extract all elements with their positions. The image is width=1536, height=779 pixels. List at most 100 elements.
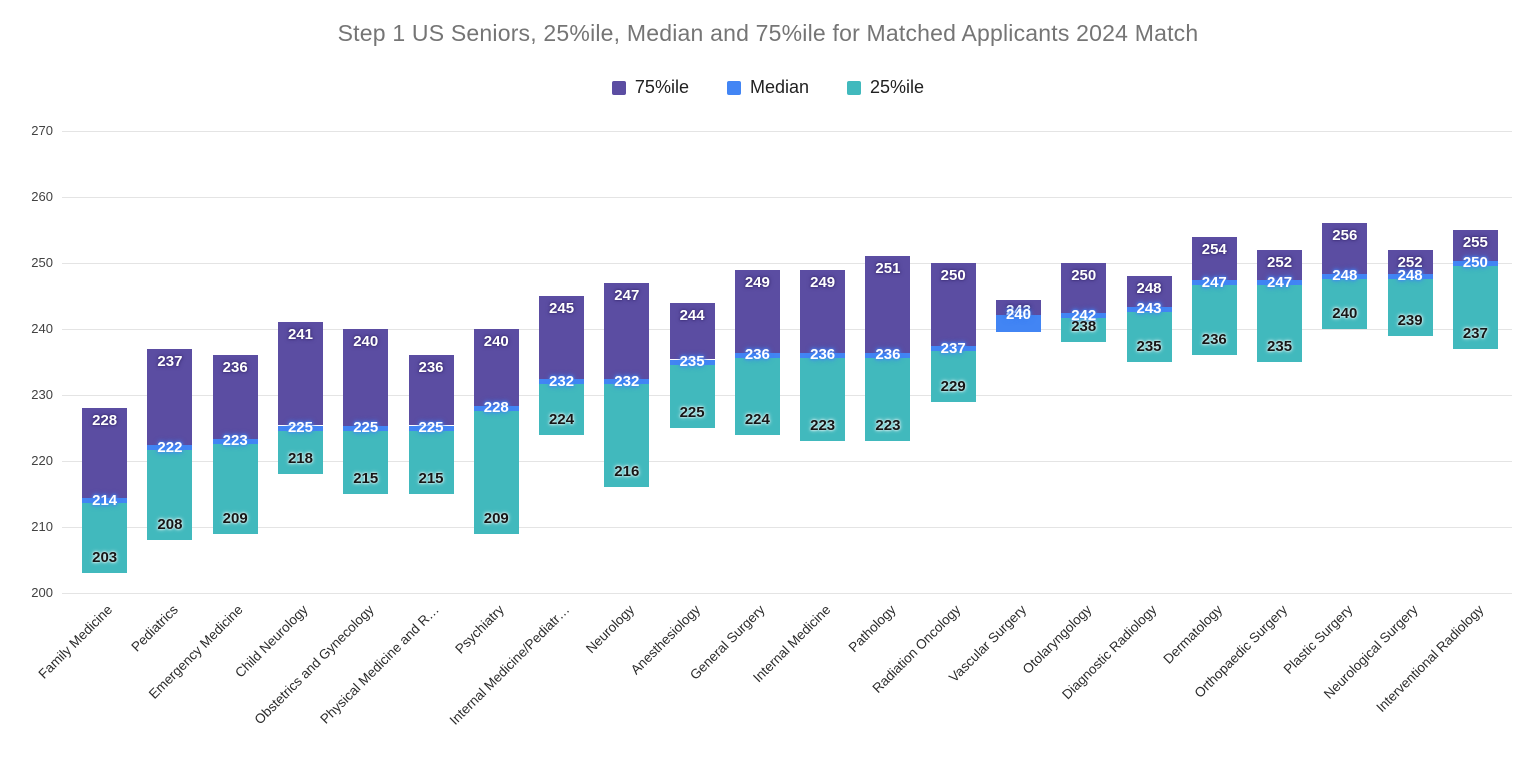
bar-group-family-medicine[interactable]: 228 214 203 — [82, 131, 128, 593]
bar-25ile-label: 218 — [287, 450, 313, 468]
gridline-260 — [62, 196, 1512, 198]
bar-median-segment — [865, 352, 911, 358]
bar-25ile-label: 224 — [549, 410, 575, 428]
bar-75ile-label: 241 — [287, 326, 313, 344]
bar-median-segment — [1191, 280, 1237, 286]
legend-label: Median — [749, 77, 810, 97]
legend-swatch-icon — [847, 80, 862, 95]
bar-group-physical-medicine-and-r-[interactable]: 236 225 215 — [408, 131, 454, 593]
x-axis-label: Neurology — [583, 602, 638, 657]
bar-75ile-label: 247 — [614, 286, 640, 304]
bar-median-label: 235 — [679, 353, 705, 370]
bar-median-label: 242 — [1071, 306, 1097, 324]
bar-group-plastic-surgery[interactable]: 256 248 240 — [1322, 131, 1368, 593]
bar-group-neurology[interactable]: 247 232 216 — [604, 131, 650, 593]
bar-group-obstetrics-and-gynecology[interactable]: 240 225 215 — [343, 131, 389, 593]
bar-group-otolaryngology[interactable]: 250 242 238 — [1061, 131, 1107, 593]
bar-median-label: 228 — [483, 399, 509, 417]
y-axis-label-200: 200 — [31, 585, 53, 600]
x-axis-label: Family Medicine — [35, 602, 116, 682]
bar-25ile-label: 225 — [679, 404, 705, 421]
bar-group-general-surgery[interactable]: 249 236 224 — [734, 131, 780, 593]
bar-75ile-segment — [1387, 249, 1433, 274]
bar-25ile-label: 215 — [353, 470, 379, 487]
bar-75ile-label: 249 — [744, 273, 770, 291]
bar-25ile-segment — [800, 357, 846, 442]
bar-75ile-label: 254 — [1201, 240, 1227, 258]
bar-group-internal-medicine-pediatr-[interactable]: 245 232 224 — [539, 131, 585, 593]
bar-median-label: 214 — [92, 491, 118, 509]
bar-25ile-label: 209 — [483, 509, 509, 527]
bar-75ile-segment — [212, 355, 258, 439]
bar-75ile-segment — [82, 408, 128, 499]
bar-group-psychiatry[interactable]: 240 228 209 — [473, 131, 519, 593]
bar-group-child-neurology[interactable]: 241 225 218 — [277, 131, 323, 593]
bar-25ile-label: 203 — [92, 549, 118, 567]
bar-median-label: 247 — [1267, 273, 1293, 291]
bar-group-pediatrics[interactable]: 237 222 208 — [147, 131, 193, 593]
bar-75ile-segment — [539, 296, 585, 380]
bar-group-vascular-surgery[interactable]: 243 240 — [995, 131, 1041, 593]
bar-group-orthopaedic-surgery[interactable]: 252 247 235 — [1257, 131, 1303, 593]
bar-75ile-label: 244 — [679, 306, 705, 324]
legend-item-75-ile: 75%ile — [611, 77, 689, 98]
bar-median-segment — [539, 379, 585, 385]
bar-75ile-label: 243 — [1005, 302, 1031, 320]
bar-25ile-label: 208 — [157, 516, 183, 534]
gridline-250 — [62, 262, 1512, 264]
legend: 75%ile Median 25%ile — [0, 77, 1536, 98]
bar-median-label: 236 — [875, 346, 901, 364]
bar-median-label: 232 — [614, 372, 640, 390]
bar-median-segment — [82, 498, 128, 504]
bar-median-label: 237 — [940, 339, 966, 357]
bar-75ile-segment — [604, 282, 650, 380]
bar-median-label: 250 — [1462, 254, 1488, 271]
x-axis-label: Internal Medicine/Pediatr… — [446, 602, 573, 728]
bar-75ile-segment — [995, 300, 1041, 316]
x-axis-label: Pathology — [845, 602, 899, 656]
bar-median-segment — [1322, 273, 1368, 279]
bar-group-dermatology[interactable]: 254 247 236 — [1191, 131, 1237, 593]
bar-median-segment — [1061, 313, 1107, 319]
y-axis-label-210: 210 — [31, 519, 53, 534]
bar-25ile-label: 216 — [614, 463, 640, 481]
bar-median-label: 240 — [1005, 306, 1031, 324]
bar-median-segment — [277, 425, 323, 431]
bar-median-label: 247 — [1201, 273, 1227, 291]
bar-group-internal-medicine[interactable]: 249 236 223 — [800, 131, 846, 593]
bar-25ile-segment — [1191, 285, 1237, 356]
plot-area: 228 214 203 237 222 208 236 223 209 241 225 218 240 2… — [62, 130, 1512, 594]
x-axis-label: Otolaryngology — [1019, 602, 1095, 677]
bar-group-pathology[interactable]: 251 236 223 — [865, 131, 911, 593]
bar-median-segment — [930, 346, 976, 352]
bar-75ile-segment — [147, 348, 193, 446]
bar-median-segment — [1257, 280, 1303, 286]
legend-item-25-ile: 25%ile — [847, 77, 924, 98]
bar-25ile-label: 223 — [875, 417, 901, 435]
bar-75ile-segment — [1061, 263, 1107, 314]
bar-group-emergency-medicine[interactable]: 236 223 209 — [212, 131, 258, 593]
bar-median-label: 248 — [1397, 267, 1423, 285]
x-axis-label: Dermatology — [1160, 602, 1225, 667]
bar-group-interventional-radiology[interactable]: 255 250 237 — [1452, 131, 1498, 593]
bar-median-label: 243 — [1136, 300, 1162, 318]
bar-75ile-label: 236 — [418, 359, 444, 377]
bar-75ile-segment — [734, 269, 780, 353]
bar-group-diagnostic-radiology[interactable]: 248 243 235 — [1126, 131, 1172, 593]
bar-75ile-segment — [277, 322, 323, 426]
y-axis-label-260: 260 — [31, 189, 53, 204]
bar-group-anesthesiology[interactable]: 244 235 225 — [669, 131, 715, 593]
bar-25ile-label: 215 — [418, 470, 444, 487]
bar-group-neurological-surgery[interactable]: 252 248 239 — [1387, 131, 1433, 593]
y-axis-label-270: 270 — [31, 123, 53, 138]
bar-group-radiation-oncology[interactable]: 250 237 229 — [930, 131, 976, 593]
x-axis-label: Pediatrics — [127, 602, 181, 655]
bar-75ile-segment — [1452, 230, 1498, 261]
bar-75ile-segment — [930, 263, 976, 347]
bar-25ile-segment — [865, 357, 911, 442]
bar-75ile-label: 240 — [353, 333, 379, 350]
bar-75ile-label: 249 — [810, 273, 836, 291]
bar-75ile-segment — [1126, 276, 1172, 307]
bar-median-segment — [734, 352, 780, 358]
bar-75ile-label: 251 — [875, 260, 901, 278]
